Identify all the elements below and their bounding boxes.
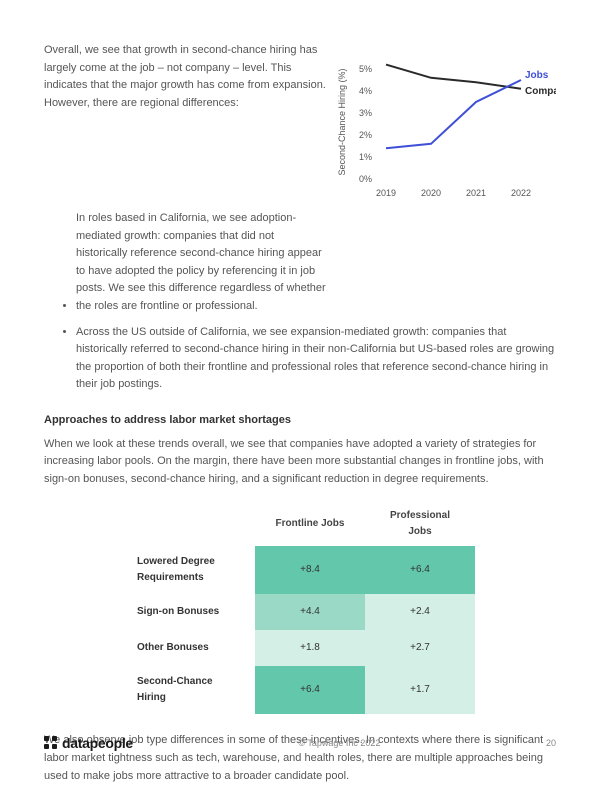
second-chance-chart: Second-Chance Hiring (%) 0% 1% 2% 3% 4% …: [346, 42, 556, 202]
row-label: Other Bonuses: [125, 630, 255, 666]
page-footer: datapeople © Tapwage Inc 2022 20: [0, 732, 600, 754]
table-row: Second-Chance Hiring +6.4 +1.7: [125, 666, 475, 714]
strategy-table: Frontline Jobs Professional Jobs Lowered…: [125, 502, 475, 714]
cell: +6.4: [255, 666, 365, 714]
line-chart-svg: 0% 1% 2% 3% 4% 5% 2019 2020 2021 2022 Jo…: [346, 42, 556, 202]
table-header-row: Frontline Jobs Professional Jobs: [125, 502, 475, 546]
xtick: 2021: [466, 188, 486, 198]
brand-logo: datapeople: [44, 732, 133, 754]
cell: +1.8: [255, 630, 365, 666]
cell: +2.7: [365, 630, 475, 666]
table-row: Lowered Degree Requirements +8.4 +6.4: [125, 546, 475, 594]
xtick: 2022: [511, 188, 531, 198]
table-row: Sign-on Bonuses +4.4 +2.4: [125, 594, 475, 630]
xtick: 2019: [376, 188, 396, 198]
xtick: 2020: [421, 188, 441, 198]
section-heading: Approaches to address labor market short…: [44, 412, 556, 430]
cell: +1.7: [365, 666, 475, 714]
ytick: 4%: [359, 86, 372, 96]
bullet-list: In roles based in California, we see ado…: [44, 210, 556, 394]
col-professional: Professional Jobs: [365, 502, 475, 546]
copyright: © Tapwage Inc 2022: [298, 736, 380, 750]
ytick: 2%: [359, 130, 372, 140]
ytick: 1%: [359, 152, 372, 162]
bullet-california: In roles based in California, we see ado…: [76, 210, 556, 316]
row-label: Sign-on Bonuses: [125, 594, 255, 630]
section-body-1: When we look at these trends overall, we…: [44, 436, 556, 489]
bullet-outside-california: Across the US outside of California, we …: [76, 324, 556, 394]
legend-jobs: Jobs: [525, 70, 549, 81]
intro-paragraph: Overall, we see that growth in second-ch…: [44, 42, 330, 202]
companies-line: [386, 65, 521, 89]
page-number: 20: [546, 736, 556, 750]
cell: +8.4: [255, 546, 365, 594]
row-label: Second-Chance Hiring: [125, 666, 255, 714]
chart-y-axis-label: Second-Chance Hiring (%): [335, 68, 349, 175]
cell: +4.4: [255, 594, 365, 630]
cell: +2.4: [365, 594, 475, 630]
cell: +6.4: [365, 546, 475, 594]
ytick: 5%: [359, 64, 372, 74]
ytick: 3%: [359, 108, 372, 118]
intro-text: Overall, we see that growth in second-ch…: [44, 42, 330, 112]
brand-name: datapeople: [62, 732, 133, 754]
row-label: Lowered Degree Requirements: [125, 546, 255, 594]
table-row: Other Bonuses +1.8 +2.7: [125, 630, 475, 666]
brand-mark-icon: [44, 736, 57, 749]
col-frontline: Frontline Jobs: [255, 502, 365, 546]
ytick: 0%: [359, 174, 372, 184]
legend-companies: Companies: [525, 86, 556, 97]
jobs-line: [386, 80, 521, 148]
